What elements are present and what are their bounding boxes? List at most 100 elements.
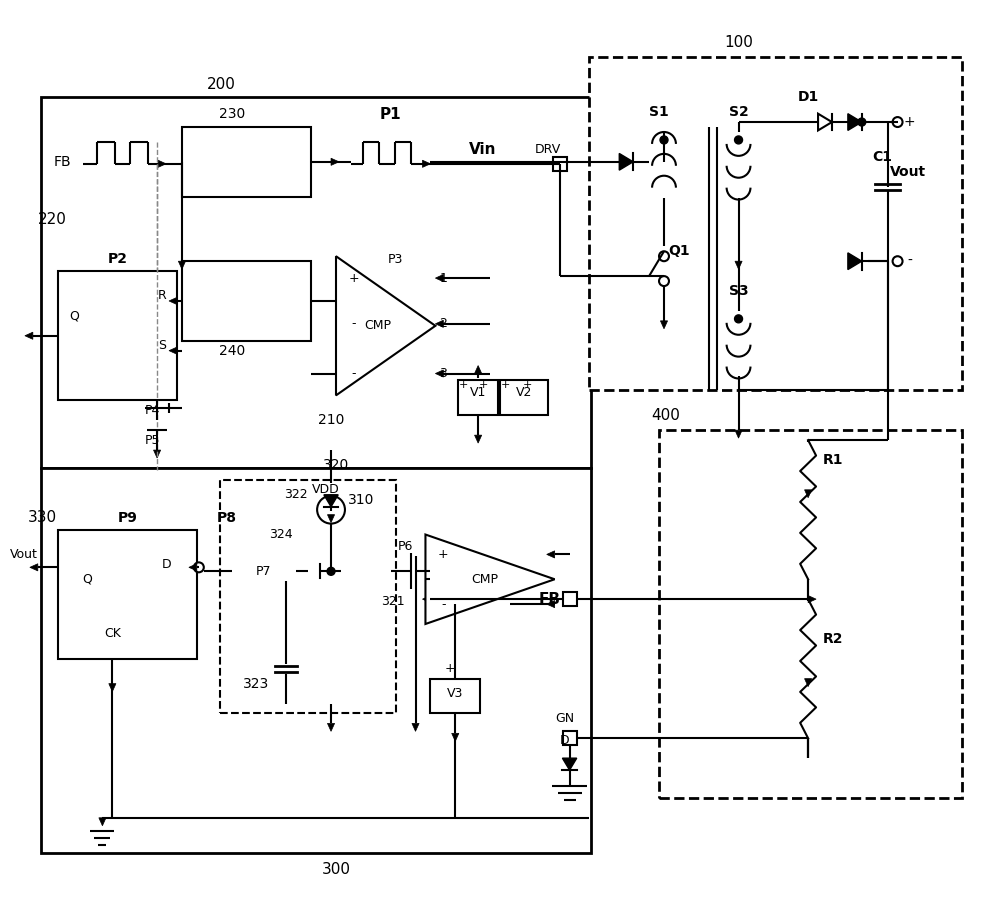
Bar (563, 731, 577, 746)
Polygon shape (158, 160, 166, 168)
Polygon shape (99, 818, 106, 825)
Polygon shape (308, 564, 320, 579)
Text: 220: 220 (38, 212, 67, 227)
Polygon shape (154, 450, 161, 458)
Text: +: + (349, 272, 359, 285)
Text: -: - (441, 597, 446, 611)
Text: P2: P2 (107, 252, 127, 267)
Polygon shape (808, 595, 816, 603)
Text: +: + (500, 380, 510, 390)
Circle shape (660, 136, 668, 144)
Text: +: + (523, 380, 533, 390)
Text: +: + (445, 662, 456, 675)
Polygon shape (189, 563, 197, 571)
Polygon shape (452, 734, 459, 741)
Text: C1: C1 (873, 150, 893, 164)
Text: 2: 2 (439, 317, 447, 331)
Polygon shape (660, 321, 668, 329)
Circle shape (893, 117, 903, 127)
Circle shape (327, 567, 335, 575)
Text: P7: P7 (256, 565, 271, 578)
Polygon shape (475, 365, 482, 374)
Text: V3: V3 (447, 687, 463, 700)
Text: 330: 330 (28, 510, 57, 525)
Text: -: - (352, 317, 356, 331)
Text: Vin: Vin (469, 142, 497, 158)
Text: Vout: Vout (10, 548, 38, 561)
Text: 400: 400 (652, 408, 680, 423)
Text: 310: 310 (348, 493, 374, 507)
Text: +: + (904, 115, 915, 129)
Text: P6: P6 (398, 540, 413, 553)
Text: Q1: Q1 (668, 245, 690, 258)
Text: 322: 322 (284, 488, 308, 501)
Polygon shape (412, 724, 419, 731)
Polygon shape (327, 724, 335, 731)
Text: CMP: CMP (364, 320, 391, 333)
Text: 230: 230 (219, 107, 245, 121)
Text: FB: FB (539, 592, 561, 606)
Polygon shape (169, 347, 177, 354)
Text: 210: 210 (318, 413, 344, 427)
Polygon shape (422, 595, 430, 603)
Text: R: R (158, 289, 166, 302)
Text: CK: CK (104, 627, 121, 640)
Bar (182, 261, 311, 341)
Text: 100: 100 (724, 35, 753, 50)
Text: S3: S3 (729, 284, 748, 298)
Polygon shape (818, 114, 832, 130)
Text: 1: 1 (439, 272, 447, 285)
Text: DRV: DRV (535, 144, 561, 157)
Bar (500, 380, 548, 415)
Text: S1: S1 (649, 105, 669, 119)
Polygon shape (735, 261, 742, 269)
Bar (659, 431, 962, 798)
Polygon shape (425, 535, 555, 624)
Polygon shape (178, 261, 186, 269)
Polygon shape (30, 563, 38, 571)
Polygon shape (475, 435, 482, 443)
Circle shape (735, 315, 743, 322)
Text: +: + (478, 380, 488, 390)
Text: 200: 200 (207, 77, 236, 92)
Text: D: D (162, 558, 172, 571)
Polygon shape (547, 601, 555, 607)
Text: P9: P9 (117, 510, 137, 525)
Text: Vout: Vout (889, 165, 926, 179)
Text: -: - (352, 367, 356, 380)
Text: P5: P5 (144, 433, 160, 447)
Circle shape (858, 118, 866, 126)
Text: V1: V1 (470, 386, 486, 398)
Circle shape (304, 567, 312, 575)
Polygon shape (336, 256, 435, 396)
Bar (58, 529, 197, 659)
Polygon shape (327, 515, 335, 523)
Polygon shape (619, 154, 633, 170)
Text: 300: 300 (322, 862, 351, 877)
Polygon shape (848, 114, 862, 130)
Text: P4: P4 (144, 404, 160, 417)
Polygon shape (547, 551, 555, 558)
Circle shape (194, 562, 204, 572)
Bar (220, 480, 396, 714)
Bar (430, 679, 480, 714)
Polygon shape (805, 490, 812, 497)
Polygon shape (341, 568, 349, 575)
Text: Q: Q (83, 572, 92, 585)
Text: +: + (438, 548, 449, 561)
Polygon shape (169, 298, 177, 304)
Bar (458, 380, 498, 415)
Text: 321: 321 (381, 594, 404, 607)
Polygon shape (805, 679, 812, 687)
Polygon shape (25, 333, 33, 339)
Circle shape (735, 136, 743, 144)
Bar (563, 592, 577, 606)
Text: CMP: CMP (472, 572, 499, 585)
Polygon shape (435, 275, 443, 282)
Text: S: S (158, 339, 166, 352)
Polygon shape (331, 158, 339, 166)
Polygon shape (848, 253, 862, 269)
Text: P1: P1 (380, 106, 401, 122)
Text: R1: R1 (823, 453, 843, 467)
Text: 320: 320 (323, 458, 349, 472)
